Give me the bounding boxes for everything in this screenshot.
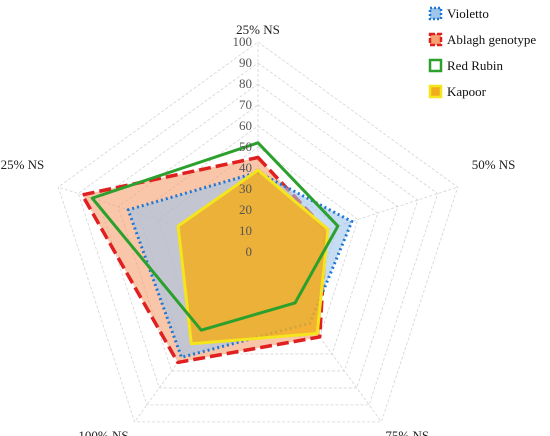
axis-label: 75% NS (385, 428, 429, 436)
tick-label: 60 (239, 118, 252, 133)
legend-swatch-violetto (428, 6, 443, 21)
legend-label: Red Rubin (447, 58, 503, 73)
legend-swatch-red-rubin (428, 58, 443, 73)
tick-label: 70 (239, 97, 252, 112)
grid-ring (57, 41, 459, 423)
axis-label: 50% NS (472, 157, 516, 172)
tick-label: 100 (233, 34, 253, 49)
grid-ring (97, 83, 419, 389)
legend: Violetto Ablagh genotype Red Rubin Kapoor (428, 6, 536, 99)
series-polygon-kapoor (176, 168, 330, 346)
series-layer (80, 141, 354, 365)
axis-label-layer: 25% NS 50% NS 75% NS 100% NS 125% NS (0, 22, 515, 436)
legend-label: Kapoor (447, 84, 487, 99)
tick-label: 0 (246, 244, 253, 259)
tick-label: 30 (239, 181, 252, 196)
tick-label: 80 (239, 76, 252, 91)
tick-label: 90 (239, 55, 252, 70)
tick-layer: 0 10 20 30 40 50 60 70 80 90 100 (233, 34, 253, 259)
axis-label: 25% NS (236, 22, 280, 37)
legend-swatch-kapoor (428, 84, 443, 99)
grid-ring (77, 62, 439, 406)
tick-label: 20 (239, 202, 252, 217)
tick-label: 10 (239, 223, 252, 238)
legend-label: Ablagh genotype (447, 32, 536, 47)
tick-label: 40 (239, 160, 252, 175)
tick-label: 50 (239, 139, 252, 154)
legend-swatch-ablagh-genotype (428, 32, 443, 47)
axis-label: 125% NS (0, 157, 44, 172)
legend-label: Violetto (447, 6, 489, 21)
axis-label: 100% NS (78, 428, 128, 436)
series-polygon-red-rubin (90, 141, 340, 332)
grid-ring (157, 146, 359, 338)
